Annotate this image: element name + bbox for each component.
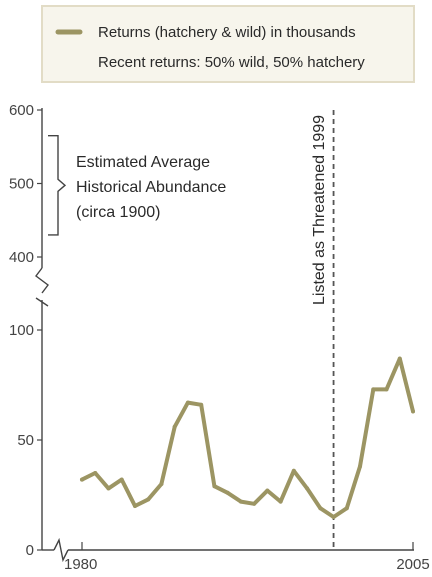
historical-abundance-bracket xyxy=(48,135,67,236)
data-point xyxy=(358,464,363,469)
data-point xyxy=(238,499,243,504)
data-point xyxy=(331,515,336,519)
historical-label-line3: (circa 1900) xyxy=(76,204,160,221)
data-point xyxy=(278,499,283,504)
data-point xyxy=(185,400,190,405)
series-line-returns xyxy=(80,356,415,519)
data-point xyxy=(305,486,310,491)
data-point xyxy=(265,488,270,493)
data-point xyxy=(93,471,98,475)
y-axis-break-bottom xyxy=(35,297,49,307)
data-point xyxy=(384,387,389,392)
data-point xyxy=(199,402,204,407)
historical-label-line1: Estimated Average xyxy=(76,154,210,171)
data-point xyxy=(371,387,376,392)
legend-box xyxy=(41,5,415,83)
data-point xyxy=(119,477,124,482)
listed-threatened-label: Listed as Threatened 1999 xyxy=(311,115,328,305)
legend-label-returns: Returns (hatchery & wild) in thousands xyxy=(98,24,356,41)
data-point xyxy=(146,497,151,502)
historical-label-line2: Historical Abundance xyxy=(76,179,226,196)
data-point xyxy=(411,409,415,414)
chart-marks xyxy=(80,356,415,519)
data-point xyxy=(172,424,177,429)
data-point xyxy=(106,486,111,491)
data-point xyxy=(159,482,164,486)
legend-label-recent: Recent returns: 50% wild, 50% hatchery xyxy=(98,54,365,71)
data-point xyxy=(225,490,230,495)
x-tick-label: 2005 xyxy=(396,556,429,573)
data-point xyxy=(80,477,84,482)
data-point xyxy=(291,468,296,473)
y-axis-break-top xyxy=(35,267,49,294)
x-axis-break xyxy=(53,537,69,563)
y-tick-label-upper: 400 xyxy=(9,249,34,266)
data-point xyxy=(344,506,349,511)
data-point xyxy=(212,484,217,489)
data-point xyxy=(318,506,323,511)
y-tick-label-upper: 500 xyxy=(9,176,34,193)
data-point xyxy=(132,504,137,508)
y-tick-label-lower: 50 xyxy=(17,432,34,449)
data-point xyxy=(397,356,402,361)
y-tick-label-lower: 0 xyxy=(26,542,34,559)
data-point xyxy=(252,501,257,506)
y-tick-label-upper: 600 xyxy=(9,102,34,119)
y-tick-label-lower: 100 xyxy=(9,322,34,339)
x-tick-label: 1980 xyxy=(64,556,97,573)
